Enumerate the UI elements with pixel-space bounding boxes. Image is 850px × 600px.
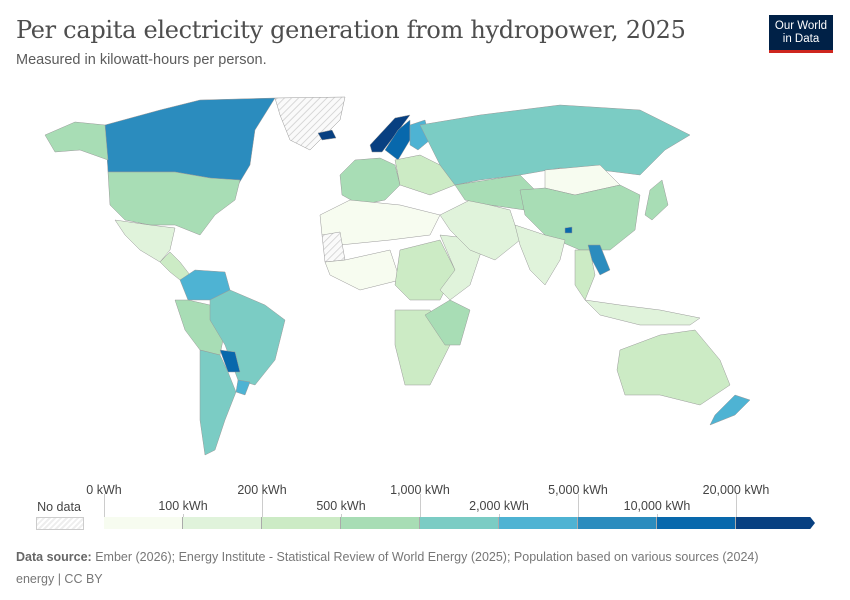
country-central-africa[interactable] — [394, 239, 456, 301]
legend-break-label: 1,000 kWh — [390, 483, 450, 497]
country-argentina-chile[interactable] — [199, 349, 237, 456]
legend-bin — [657, 517, 736, 529]
country-southeast-asia[interactable] — [574, 249, 596, 301]
footer: Data source: Ember (2026); Energy Instit… — [16, 546, 759, 590]
color-legend: No data 0 kWh 100 kWh 200 kWh 500 kWh 1,000 … — [0, 480, 850, 530]
chart-title: Per capita electricity generation from h… — [16, 16, 686, 44]
country-australia[interactable] — [616, 329, 731, 406]
country-japan[interactable] — [644, 179, 669, 221]
country-mexico[interactable] — [114, 219, 176, 263]
legend-bin — [104, 517, 183, 529]
legend-tick — [499, 514, 500, 517]
legend-bin — [262, 517, 341, 529]
country-iceland[interactable] — [317, 129, 337, 141]
country-bhutan[interactable] — [564, 226, 573, 234]
legend-bin — [420, 517, 499, 529]
source-label: Data source: — [16, 550, 92, 564]
owid-logo[interactable]: Our World in Data — [769, 15, 833, 53]
country-mozambique-zambia[interactable] — [424, 299, 471, 346]
legend-tick — [420, 494, 421, 517]
legend-tick — [262, 494, 263, 517]
legend-tick — [183, 514, 184, 517]
country-uruguay[interactable] — [235, 379, 251, 396]
legend-tick — [657, 514, 658, 517]
legend-break-label: 5,000 kWh — [548, 483, 608, 497]
country-greenland[interactable] — [274, 96, 346, 151]
legend-tick — [578, 494, 579, 517]
country-laos[interactable] — [587, 244, 611, 276]
country-china[interactable] — [519, 184, 641, 251]
source-text: Ember (2026); Energy Institute - Statist… — [95, 550, 759, 564]
country-new-zealand[interactable] — [709, 394, 751, 426]
country-brazil[interactable] — [209, 289, 286, 386]
legend-break-label: 10,000 kWh — [623, 499, 691, 513]
legend-bin — [341, 517, 420, 529]
legend-bin — [578, 517, 657, 529]
legend-tick — [736, 494, 737, 517]
legend-break-label: 0 kWh — [86, 483, 122, 497]
legend-tick — [104, 494, 105, 517]
legend-no-data-label: No data — [37, 500, 81, 514]
country-alaska[interactable] — [44, 121, 109, 161]
legend-break-label: 500 kWh — [316, 499, 366, 513]
legend-break-label: 2,000 kWh — [469, 499, 529, 513]
country-indonesia[interactable] — [584, 299, 701, 326]
legend-bin — [499, 517, 578, 529]
legend-bin — [183, 517, 262, 529]
credit: energy | CC BY — [16, 572, 103, 586]
legend-break-label: 200 kWh — [237, 483, 287, 497]
legend-no-data-swatch — [36, 517, 84, 530]
legend-break-label: 20,000 kWh — [702, 483, 770, 497]
country-paraguay[interactable] — [219, 349, 241, 373]
legend-bin — [736, 517, 815, 529]
chart-subtitle: Measured in kilowatt-hours per person. — [16, 52, 267, 68]
legend-tick — [341, 514, 342, 517]
legend-break-label: 100 kWh — [158, 499, 208, 513]
country-usa[interactable] — [107, 171, 241, 236]
country-india[interactable] — [514, 224, 566, 286]
country-western-europe[interactable] — [339, 157, 401, 206]
world-map — [44, 96, 751, 456]
